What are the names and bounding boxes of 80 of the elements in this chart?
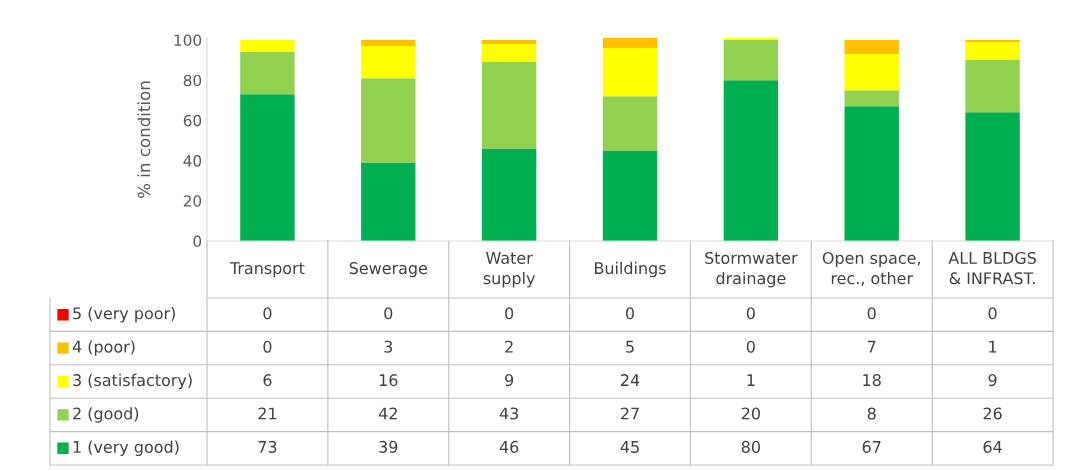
data-label: 6 <box>263 374 272 387</box>
x-tick-label: Open space, rec., other <box>822 251 920 286</box>
bar <box>481 40 537 45</box>
legend-label: 1 (very good) <box>73 440 179 457</box>
data-label: 3 <box>384 340 393 353</box>
data-label: 0 <box>746 340 755 353</box>
bar <box>361 46 416 79</box>
data-label: 43 <box>499 407 519 420</box>
bar <box>965 40 1020 43</box>
bar <box>240 94 295 241</box>
data-label: 0 <box>988 307 997 320</box>
data-label: 20 <box>741 407 760 420</box>
data-label: 0 <box>746 307 755 320</box>
data-label: 27 <box>621 407 639 420</box>
bar <box>844 40 899 55</box>
bar <box>965 60 1020 113</box>
x-tick-label: Stormwater drainage <box>705 251 798 288</box>
data-label: 0 <box>867 307 876 320</box>
bar <box>723 40 779 81</box>
bar <box>602 38 658 49</box>
data-label: 16 <box>379 374 398 387</box>
y-tick-label: 20 <box>183 195 202 207</box>
data-label: 24 <box>621 374 640 386</box>
data-label: 45 <box>620 441 639 453</box>
data-label: 0 <box>505 307 514 320</box>
x-tick-label: Water supply <box>483 252 535 288</box>
data-label: 46 <box>499 440 519 453</box>
legend-label: 5 (very poor) <box>73 306 175 323</box>
bar <box>723 38 779 41</box>
bar <box>844 54 899 91</box>
x-tick-label: Transport <box>229 262 305 278</box>
data-label: 18 <box>863 374 881 387</box>
data-label: 39 <box>379 440 398 453</box>
bar <box>844 90 899 107</box>
bar <box>481 44 537 63</box>
x-tick-label: Sewerage <box>349 262 428 278</box>
data-label: 64 <box>983 440 1002 453</box>
data-label: 0 <box>625 307 635 320</box>
data-label: 9 <box>505 374 514 387</box>
legend-label: 4 (poor) <box>72 340 135 356</box>
data-label: 2 <box>505 340 513 353</box>
bar <box>240 40 295 53</box>
y-tick-label: 80 <box>183 74 202 87</box>
data-label: 0 <box>384 307 393 320</box>
data-label: 42 <box>378 407 397 420</box>
bar <box>481 62 537 149</box>
y-tick-label: 60 <box>183 114 202 127</box>
data-label: 0 <box>263 307 272 320</box>
data-label: 8 <box>867 407 876 420</box>
bar <box>361 162 416 241</box>
data-label: 73 <box>258 440 277 453</box>
legend-label: 3 (satisfactory) <box>73 373 192 390</box>
bar <box>844 106 899 241</box>
bar <box>361 78 416 163</box>
data-label: 7 <box>867 340 876 353</box>
data-label: 80 <box>741 440 760 453</box>
bar <box>361 40 416 47</box>
x-tick-label: Buildings <box>595 261 666 278</box>
bar <box>602 150 658 241</box>
legend-label: 2 (good) <box>73 407 139 423</box>
data-label: 26 <box>983 407 1002 420</box>
data-label: 1 <box>989 340 997 353</box>
bar <box>965 42 1020 61</box>
data-label: 5 <box>626 340 634 353</box>
bar <box>723 80 779 241</box>
bar <box>240 52 295 95</box>
bar <box>602 48 658 97</box>
bar <box>602 96 658 151</box>
y-axis-title: % in condition <box>137 81 151 198</box>
data-label: 1 <box>747 374 755 386</box>
x-tick-label: ALL BLDGS & INFRAST. <box>948 251 1036 285</box>
y-tick-label: 100 <box>174 34 202 47</box>
y-tick-label: 0 <box>193 235 202 248</box>
bar <box>965 112 1020 241</box>
data-label: 21 <box>258 407 277 420</box>
data-label: 9 <box>988 374 997 387</box>
y-tick-label: 40 <box>183 155 202 167</box>
data-label: 0 <box>263 340 272 353</box>
data-label: 67 <box>862 440 881 453</box>
bar <box>481 148 537 241</box>
